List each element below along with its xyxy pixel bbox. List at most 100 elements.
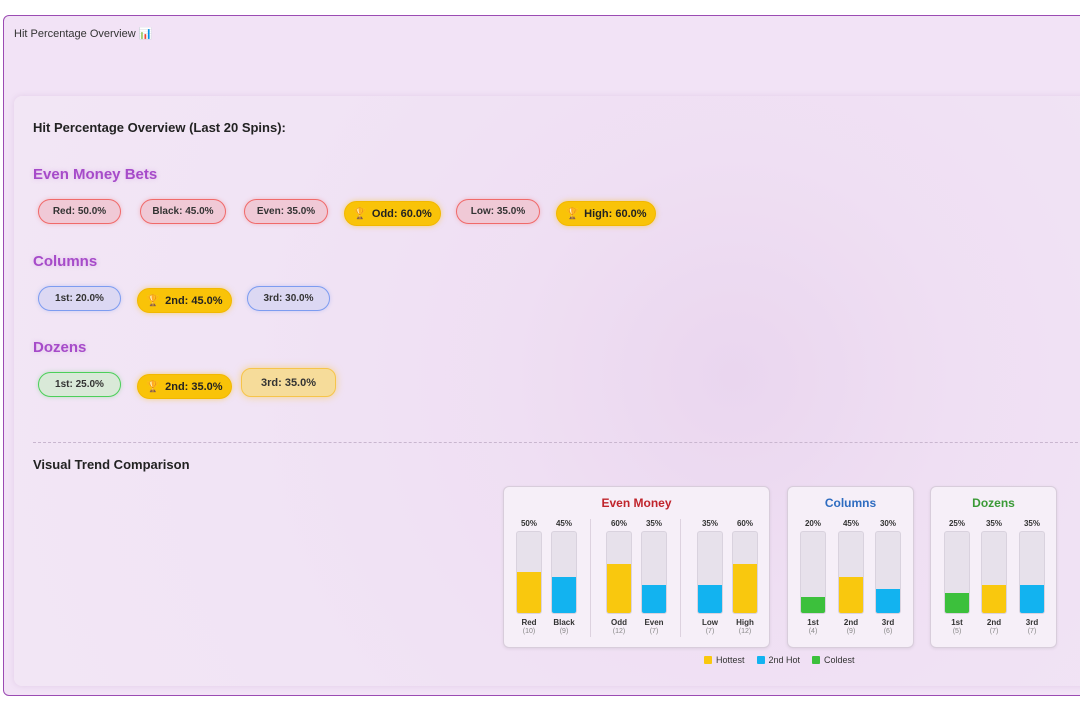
trend-card-title: Dozens <box>972 496 1015 510</box>
bar-track <box>981 531 1007 614</box>
hit-pill-even-money-bets-low: Low: 35.0% <box>456 199 540 224</box>
hit-pill-label: 2nd: 35.0% <box>165 380 223 393</box>
bar-value-label: 20% <box>804 519 821 528</box>
hit-pill-label: 2nd: 45.0% <box>165 294 223 307</box>
bar-fill <box>982 585 1006 613</box>
bar-fill <box>876 589 900 613</box>
bar-category-label: Low <box>702 618 718 627</box>
bar-count-label: (7) <box>649 628 659 635</box>
bar-category-label: Black <box>553 618 575 627</box>
bar-fill <box>517 572 541 613</box>
bar-track <box>641 531 667 614</box>
bar-count-label: (4) <box>808 628 818 635</box>
bar-category-label: 1st <box>951 618 963 627</box>
hit-pill-label: Even: 35.0% <box>256 206 316 217</box>
overview-content: Hit Percentage Overview (Last 20 Spins):… <box>14 96 1080 686</box>
bar-category-label: 1st <box>807 618 819 627</box>
bar-category-label: High <box>736 618 754 627</box>
bar-category-label: Odd <box>611 618 627 627</box>
hit-pill-columns-2nd: 🏆 2nd: 45.0% <box>137 288 232 313</box>
hit-pill-even-money-bets-even: Even: 35.0% <box>244 199 328 224</box>
trophy-icon: 🏆 <box>353 208 367 220</box>
trend-heading: Visual Trend Comparison <box>33 457 190 472</box>
hit-pill-dozens-2nd: 🏆 2nd: 35.0% <box>137 374 232 399</box>
bar-count-label: (9) <box>559 628 569 635</box>
bar-value-label: 35% <box>1023 519 1040 528</box>
bar-track <box>606 531 632 614</box>
bar-value-label: 60% <box>610 519 627 528</box>
bar-count-label: (12) <box>612 628 626 635</box>
hit-percentage-panel: Hit Percentage Overview 📊 Hit Percentage … <box>3 15 1080 696</box>
bar-fill <box>642 585 666 613</box>
bar-track <box>732 531 758 614</box>
bar-value-label: 30% <box>879 519 896 528</box>
bar-value-label: 35% <box>701 519 718 528</box>
trophy-icon: 🏆 <box>146 381 161 393</box>
hit-pill-even-money-bets-high: 🏆 High: 60.0% <box>556 201 656 226</box>
hit-pill-label: Black: 45.0% <box>152 206 214 217</box>
legend-swatch <box>756 656 765 664</box>
bar-fill <box>945 593 969 613</box>
legend-item-hottest: Hottest <box>704 655 745 665</box>
legend-label: Hottest <box>716 655 745 665</box>
bar-group-separator <box>680 519 681 637</box>
bar-track <box>1019 531 1045 614</box>
bar-track <box>551 531 577 614</box>
bar-fill <box>1020 585 1044 613</box>
bar-fill <box>552 577 576 613</box>
bar-value-label: 45% <box>842 519 859 528</box>
hit-pill-even-money-bets-red: Red: 50.0% <box>38 199 121 224</box>
trend-card-title: Even Money <box>601 496 672 510</box>
section-divider <box>33 442 1080 443</box>
legend-item-coldest: Coldest <box>812 655 855 665</box>
trend-card-title: Columns <box>824 496 877 510</box>
bar-count-label: (10) <box>522 628 536 635</box>
hit-pill-columns-1st: 1st: 20.0% <box>38 286 121 311</box>
bar-fill <box>801 597 825 613</box>
bar-category-label: 3rd <box>881 618 895 627</box>
bar-count-label: (6) <box>883 628 893 635</box>
hit-pill-label: High: 60.0% <box>584 207 647 220</box>
bar-track <box>697 531 723 614</box>
hit-pill-even-money-bets-odd: 🏆 Odd: 60.0% <box>344 201 441 226</box>
bar-category-label: Red <box>521 618 537 627</box>
trend-card-dozens: Dozens 25% 1st (5) 35% 2nd (7) 35% 3rd (7) <box>930 486 1057 648</box>
bar-value-label: 35% <box>645 519 662 528</box>
hit-pill-dozens-1st: 1st: 25.0% <box>38 372 121 397</box>
section-title-dozens: Dozens <box>33 339 87 356</box>
panel-title-text: Hit Percentage Overview <box>14 28 136 40</box>
section-title-even-money-bets: Even Money Bets <box>33 166 158 183</box>
bar-count-label: (7) <box>989 628 999 635</box>
bar-fill <box>607 564 631 613</box>
bar-value-label: 45% <box>555 519 572 528</box>
hit-pill-label: 1st: 20.0% <box>55 293 104 304</box>
hit-pill-dozens-3rd: 3rd: 35.0% <box>241 368 336 397</box>
bar-fill <box>839 577 863 613</box>
legend-label: 2nd Hot <box>768 655 801 665</box>
bar-track <box>800 531 826 614</box>
legend-swatch <box>812 656 821 664</box>
hit-pill-label: Red: 50.0% <box>52 206 107 217</box>
bar-count-label: (12) <box>738 628 752 635</box>
hit-pill-even-money-bets-black: Black: 45.0% <box>140 199 226 224</box>
hit-pill-label: Low: 35.0% <box>470 206 526 217</box>
bar-track <box>944 531 970 614</box>
bar-track <box>838 531 864 614</box>
bar-chart-icon: 📊 <box>138 28 153 40</box>
trend-card-even-money: Even Money 50% Red (10) 45% Black (9) 60% Odd (12… <box>503 486 770 648</box>
bar-count-label: (7) <box>705 628 715 635</box>
bar-value-label: 25% <box>948 519 965 528</box>
overview-heading: Hit Percentage Overview (Last 20 Spins): <box>33 120 286 135</box>
bar-count-label: (9) <box>846 628 856 635</box>
hit-pill-label: 1st: 25.0% <box>55 379 104 390</box>
hit-pill-label: Odd: 60.0% <box>371 207 432 220</box>
bar-value-label: 35% <box>985 519 1002 528</box>
bar-value-label: 60% <box>736 519 753 528</box>
trend-card-columns: Columns 20% 1st (4) 45% 2nd (9) 30% 3rd (6) <box>787 486 914 648</box>
bar-category-label: 2nd <box>986 618 1002 627</box>
hit-pill-columns-3rd: 3rd: 30.0% <box>247 286 330 311</box>
bar-track <box>875 531 901 614</box>
bar-fill <box>733 564 757 613</box>
legend-label: Coldest <box>824 655 855 665</box>
hit-pill-label: 3rd: 35.0% <box>260 376 317 389</box>
